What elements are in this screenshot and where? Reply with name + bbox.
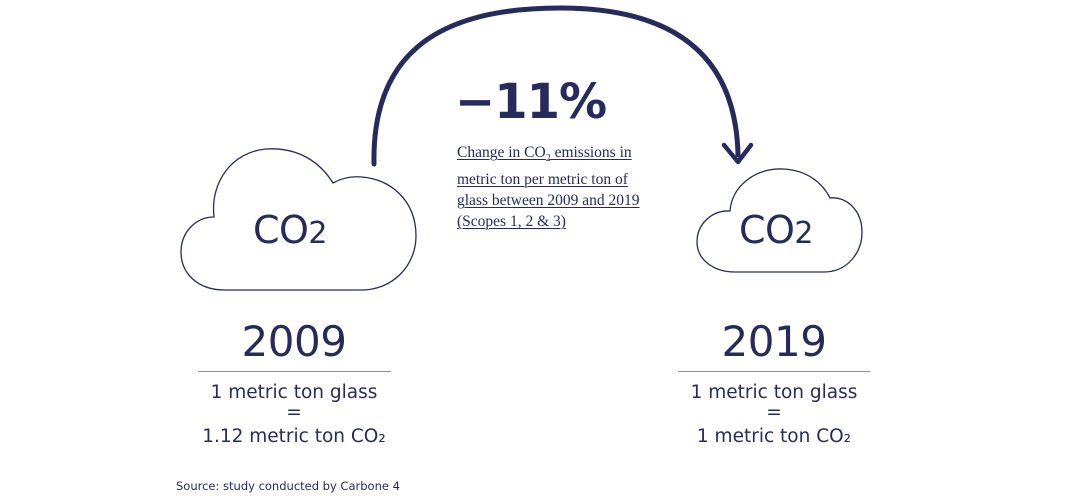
left-line-1: 1 metric ton glass [210,382,378,403]
year-2009: 2009 [241,317,347,366]
source-note: Source: study conducted by Carbone 4 [176,479,400,493]
description-line-2: metric ton per metric ton of [457,171,628,189]
right-equals: = [766,402,782,423]
left-equivalence: 1 metric ton glass = 1.12 metric ton CO₂ [172,382,416,447]
arrow-head-icon [721,142,754,165]
left-equals: = [286,402,302,423]
divider [678,371,870,372]
left-line-2: 1.12 metric ton CO₂ [202,426,386,447]
left-cloud-label-main: CO [252,208,309,252]
right-cloud-label-main: CO [738,208,795,252]
change-percentage: −11% [455,74,607,130]
year-2019: 2019 [721,317,827,366]
curved-arrow-icon [371,5,741,167]
description-line-1-post: emissions in [550,144,632,161]
cloud-icon [180,148,417,291]
right-line-2: 1 metric ton CO₂ [696,426,852,447]
divider [198,371,391,372]
description-line-1-sub: 2 [545,153,551,165]
change-description: Change in CO2 emissions in metric ton pe… [457,142,687,232]
right-line-1: 1 metric ton glass [690,382,858,403]
description-line-3: glass between 2009 and 2019 [457,192,640,210]
right-equivalence: 1 metric ton glass = 1 metric ton CO₂ [652,382,896,447]
description-line-1: Change in CO2 emissions in [457,142,687,169]
description-line-4: (Scopes 1, 2 & 3) [457,213,566,231]
description-line-1-pre: Change in CO [457,144,546,161]
left-cloud-label: CO2 [190,208,390,252]
left-cloud-label-sub: 2 [308,216,328,251]
right-cloud-label: CO2 [696,208,856,252]
cloud-icon [696,168,863,273]
right-cloud-label-sub: 2 [794,216,814,251]
